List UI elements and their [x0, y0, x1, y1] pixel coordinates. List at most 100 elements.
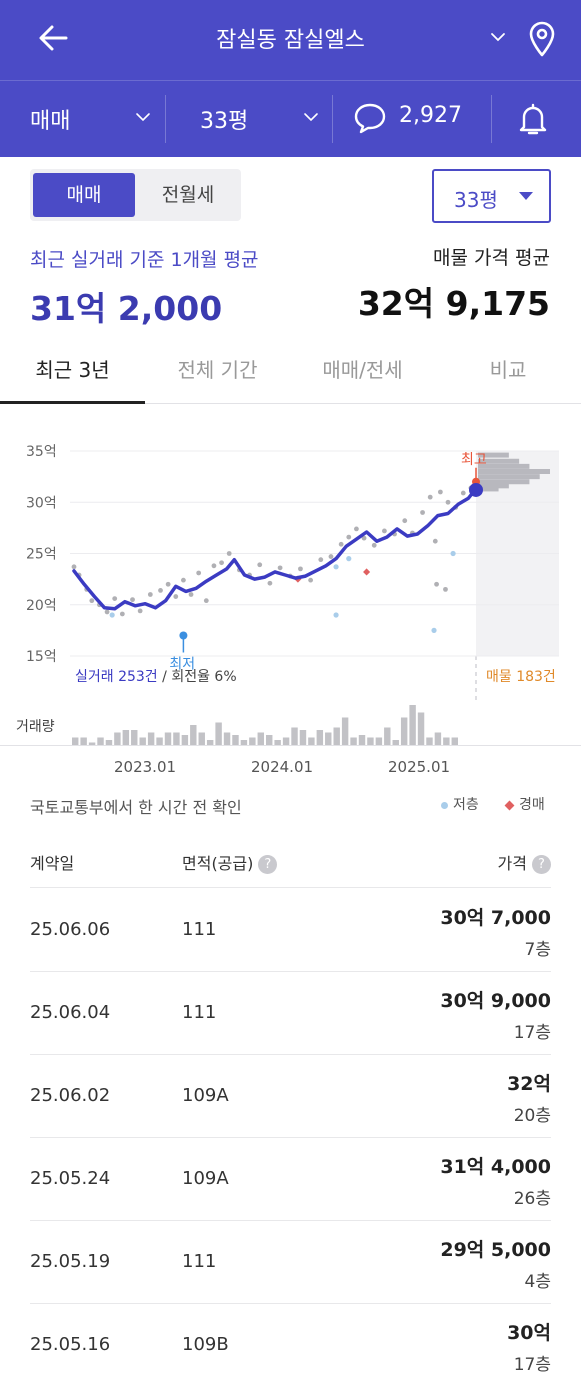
area-filter-label: 33평 [200, 109, 249, 134]
volume-bar [215, 722, 222, 745]
deal-type-label: 매매 [30, 109, 71, 134]
volume-bar [308, 737, 315, 745]
transaction-point [181, 577, 186, 583]
table-row[interactable]: 25.05.16 109B 30억 17층 [30, 1304, 551, 1378]
transaction-point [104, 609, 110, 615]
transaction-point [434, 581, 439, 587]
area-select[interactable]: 33평 [432, 169, 551, 223]
volume-bar [198, 732, 205, 745]
volume-bar [291, 727, 298, 745]
row-floor: 20층 [513, 1106, 551, 1126]
listing-average-label: 매물 가격 평균 [433, 247, 550, 269]
volume-bar [392, 740, 399, 745]
table-row[interactable]: 25.06.02 109A 32억 20층 [30, 1055, 551, 1138]
legend-auction-label: 경매 [519, 797, 545, 813]
listing-histogram-bar [478, 483, 509, 489]
transaction-point [298, 566, 303, 572]
volume-bar [282, 737, 290, 745]
table-row[interactable]: 25.06.06 111 30억 7,000 7층 [30, 889, 551, 972]
low-floor-point [346, 556, 352, 562]
tab-sale[interactable]: 매매 [33, 173, 135, 217]
low-floor-point [333, 612, 339, 618]
deal-type-filter[interactable]: 매매 [0, 81, 165, 157]
row-floor: 7층 [524, 940, 551, 960]
volume-bar [299, 730, 307, 745]
back-button[interactable] [34, 20, 74, 60]
volume-bar [274, 740, 281, 745]
x-tick-label: 2024.01 [251, 758, 314, 776]
volume-bar [147, 732, 155, 745]
row-date: 25.06.06 [30, 919, 111, 940]
volume-bar [384, 727, 391, 745]
filter-divider [491, 95, 492, 143]
area-select-label: 33평 [454, 188, 498, 212]
col-area-label: 면적(공급) [182, 854, 254, 873]
chevron-down-icon [136, 113, 150, 122]
turnover-label: / 회전율 6% [158, 669, 237, 685]
tab-rent[interactable]: 전월세 [161, 184, 215, 206]
row-price: 31억 4,000 [440, 1156, 551, 1178]
transaction-point [443, 586, 448, 592]
transaction-point [257, 562, 263, 568]
col-price: 가격? [498, 850, 551, 874]
transaction-point [361, 535, 367, 541]
transaction-point [354, 526, 359, 532]
transaction-point [196, 570, 202, 576]
transaction-point [165, 581, 171, 587]
row-floor: 26층 [513, 1189, 551, 1209]
table-row[interactable]: 25.05.19 111 29억 5,000 4층 [30, 1221, 551, 1304]
help-icon[interactable]: ? [258, 855, 278, 874]
period-tabs: 최근 3년 전체 기간 매매/전세 비교 [0, 338, 581, 404]
recent-average-value: 31억 2,000 [30, 289, 223, 328]
transaction-point [402, 518, 408, 524]
complex-title[interactable]: 잠실동 잠실엘스 [216, 28, 365, 53]
volume-bar [88, 742, 96, 745]
caret-down-icon [519, 192, 533, 200]
transaction-point [226, 551, 232, 556]
row-date: 25.06.04 [30, 1002, 111, 1023]
volume-bar [257, 732, 264, 745]
help-icon[interactable]: ? [532, 855, 551, 874]
volume-bar [206, 740, 214, 745]
volume-bar [223, 732, 231, 745]
filter-divider [165, 95, 166, 143]
chart-divider [0, 745, 581, 746]
lowest-marker [179, 631, 188, 640]
volume-bar [249, 737, 256, 745]
listing-histogram-bar [478, 458, 520, 464]
tab-all-period[interactable]: 전체 기간 [177, 358, 258, 382]
auction-diamond-icon [504, 800, 515, 810]
location-pin-button[interactable] [526, 20, 558, 58]
table-row[interactable]: 25.05.24 109A 31억 4,000 26층 [30, 1138, 551, 1221]
transaction-point [445, 499, 451, 505]
volume-label: 거래량 [16, 719, 55, 735]
listing-histogram-bar [478, 479, 530, 485]
col-price-label: 가격 [497, 854, 527, 873]
y-tick-label: 20억 [26, 598, 57, 614]
transaction-point [147, 592, 153, 597]
tab-recent-3y[interactable]: 최근 3년 [35, 358, 110, 382]
transaction-point [427, 494, 433, 500]
volume-bar [122, 730, 130, 745]
price-chart[interactable]: 35억 30억 25억 20억 15억 최저 최고 실거래 253건 / 회전율 6% 매물 1… [0, 430, 581, 780]
legend-low-floor-label: 저층 [453, 797, 479, 813]
comments-button[interactable]: 2,927 [333, 81, 491, 157]
table-row[interactable]: 25.06.04 111 30억 9,000 17층 [30, 972, 551, 1055]
row-area: 109A [182, 1168, 229, 1189]
volume-bar [156, 737, 163, 745]
deal-switch: 매매 전월세 [30, 169, 241, 221]
transaction-point [119, 611, 125, 617]
transaction-point [460, 490, 466, 496]
notification-button[interactable] [492, 81, 581, 157]
transaction-point [432, 538, 438, 544]
title-chevron-icon[interactable] [487, 26, 509, 48]
listing-histogram-bar [478, 469, 550, 474]
tab-compare[interactable]: 비교 [489, 358, 527, 382]
speech-bubble-icon [354, 103, 386, 134]
area-filter[interactable]: 33평 [166, 81, 332, 157]
tab-sale-rent[interactable]: 매매/전세 [322, 358, 403, 382]
volume-bar [451, 737, 458, 745]
row-date: 25.05.19 [30, 1251, 111, 1272]
low-floor-point [431, 627, 437, 633]
